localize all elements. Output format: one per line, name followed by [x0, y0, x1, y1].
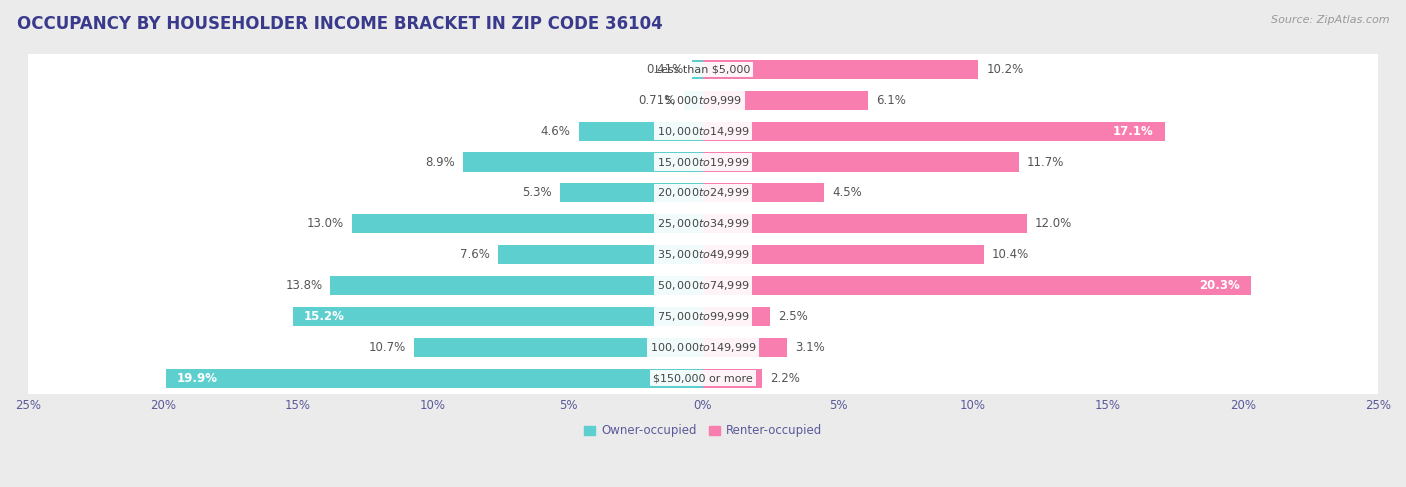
- Bar: [166, 369, 703, 388]
- Bar: [330, 276, 703, 295]
- Bar: [579, 122, 703, 141]
- Text: 6.1%: 6.1%: [876, 94, 905, 107]
- Text: 10.2%: 10.2%: [987, 63, 1024, 76]
- Bar: [703, 276, 1251, 295]
- Bar: [703, 152, 1019, 171]
- Text: 4.5%: 4.5%: [832, 187, 862, 199]
- Text: $5,000 to $9,999: $5,000 to $9,999: [664, 94, 742, 107]
- Bar: [703, 307, 770, 326]
- Text: 19.9%: 19.9%: [177, 372, 218, 385]
- Bar: [703, 214, 1026, 233]
- Text: 4.6%: 4.6%: [541, 125, 571, 138]
- Bar: [463, 152, 703, 171]
- Text: 0.41%: 0.41%: [647, 63, 683, 76]
- Text: Less than $5,000: Less than $5,000: [655, 64, 751, 75]
- Bar: [28, 301, 1378, 332]
- Text: OCCUPANCY BY HOUSEHOLDER INCOME BRACKET IN ZIP CODE 36104: OCCUPANCY BY HOUSEHOLDER INCOME BRACKET …: [17, 15, 662, 33]
- Text: $100,000 to $149,999: $100,000 to $149,999: [650, 341, 756, 354]
- Bar: [28, 147, 1378, 177]
- Bar: [703, 183, 824, 203]
- Bar: [292, 307, 703, 326]
- Bar: [703, 369, 762, 388]
- Text: $35,000 to $49,999: $35,000 to $49,999: [657, 248, 749, 261]
- Bar: [28, 239, 1378, 270]
- Text: 12.0%: 12.0%: [1035, 217, 1073, 230]
- Bar: [703, 337, 787, 357]
- Bar: [683, 91, 703, 110]
- Text: 13.0%: 13.0%: [307, 217, 344, 230]
- Bar: [692, 60, 703, 79]
- Text: $150,000 or more: $150,000 or more: [654, 373, 752, 383]
- Text: 13.8%: 13.8%: [285, 279, 322, 292]
- Text: 20.3%: 20.3%: [1199, 279, 1240, 292]
- Legend: Owner-occupied, Renter-occupied: Owner-occupied, Renter-occupied: [579, 419, 827, 442]
- Bar: [703, 122, 1164, 141]
- Bar: [28, 363, 1378, 393]
- Text: 2.5%: 2.5%: [779, 310, 808, 323]
- Text: 10.4%: 10.4%: [991, 248, 1029, 261]
- Text: 11.7%: 11.7%: [1026, 155, 1064, 169]
- Bar: [28, 208, 1378, 239]
- Bar: [28, 332, 1378, 363]
- Bar: [28, 270, 1378, 301]
- Text: 3.1%: 3.1%: [794, 341, 824, 354]
- Text: Source: ZipAtlas.com: Source: ZipAtlas.com: [1271, 15, 1389, 25]
- Bar: [498, 245, 703, 264]
- Bar: [703, 91, 868, 110]
- Bar: [28, 54, 1378, 85]
- Bar: [28, 116, 1378, 147]
- Text: 2.2%: 2.2%: [770, 372, 800, 385]
- Text: $10,000 to $14,999: $10,000 to $14,999: [657, 125, 749, 138]
- Bar: [703, 245, 984, 264]
- Text: 0.71%: 0.71%: [638, 94, 676, 107]
- Bar: [352, 214, 703, 233]
- Bar: [560, 183, 703, 203]
- Text: $15,000 to $19,999: $15,000 to $19,999: [657, 155, 749, 169]
- Text: 15.2%: 15.2%: [304, 310, 344, 323]
- Text: $25,000 to $34,999: $25,000 to $34,999: [657, 217, 749, 230]
- Text: 10.7%: 10.7%: [368, 341, 406, 354]
- Bar: [28, 177, 1378, 208]
- Text: $75,000 to $99,999: $75,000 to $99,999: [657, 310, 749, 323]
- Text: $20,000 to $24,999: $20,000 to $24,999: [657, 187, 749, 199]
- Text: $50,000 to $74,999: $50,000 to $74,999: [657, 279, 749, 292]
- Bar: [28, 85, 1378, 116]
- Bar: [415, 337, 703, 357]
- Bar: [703, 60, 979, 79]
- Text: 17.1%: 17.1%: [1114, 125, 1154, 138]
- Text: 7.6%: 7.6%: [460, 248, 489, 261]
- Text: 5.3%: 5.3%: [522, 187, 551, 199]
- Text: 8.9%: 8.9%: [425, 155, 454, 169]
